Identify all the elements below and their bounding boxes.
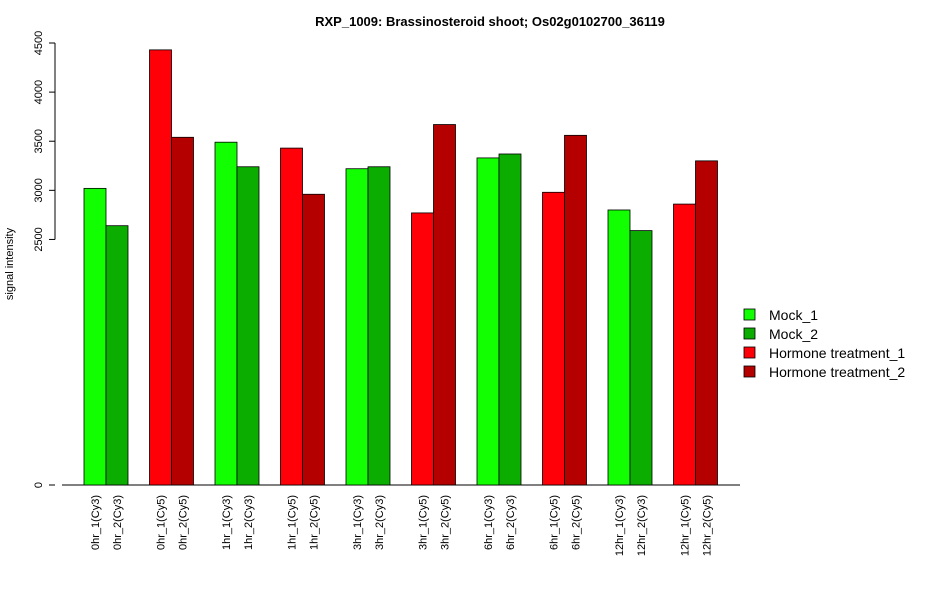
bar xyxy=(345,168,369,486)
x-tick-label: 3hr_2(Cy3) xyxy=(374,495,386,550)
legend: Mock_1 Mock_2 Hormone treatment_1 Hormone t… xyxy=(743,307,905,380)
bar xyxy=(629,230,653,486)
bar xyxy=(236,166,260,486)
bar xyxy=(280,147,303,486)
bar xyxy=(149,49,172,486)
bar xyxy=(498,153,522,486)
y-tick-label: 3500 xyxy=(33,129,45,153)
bars xyxy=(83,49,718,486)
x-tick-label: 0hr_2(Cy5) xyxy=(178,495,190,550)
legend-swatch xyxy=(743,327,756,340)
y-tick-label: 4500 xyxy=(33,31,45,55)
bar xyxy=(695,160,718,486)
x-tick-label: 1hr_2(Cy3) xyxy=(243,495,255,550)
bar xyxy=(564,134,587,486)
x-tick-label: 0hr_1(Cy5) xyxy=(156,495,168,550)
legend-swatch xyxy=(743,365,756,378)
x-tick-label: 12hr_1(Cy5) xyxy=(680,495,692,556)
x-tick-label: 1hr_2(Cy5) xyxy=(309,495,321,550)
y-tick-label: 4000 xyxy=(33,80,45,104)
bar xyxy=(542,191,565,486)
bar xyxy=(171,136,194,486)
x-tick-label: 12hr_2(Cy3) xyxy=(636,495,648,556)
x-tick-label: 6hr_2(Cy5) xyxy=(571,495,583,550)
bar xyxy=(214,141,238,486)
x-tick-label: 1hr_1(Cy5) xyxy=(287,495,299,550)
bar xyxy=(367,166,391,486)
y-tick-label: 3000 xyxy=(33,178,45,202)
x-tick-label: 6hr_1(Cy3) xyxy=(483,495,495,550)
x-tick-label: 12hr_1(Cy3) xyxy=(614,495,626,556)
y-axis-label: signal intensity xyxy=(4,227,16,300)
legend-label: Mock_2 xyxy=(769,326,818,342)
x-tick-label: 12hr_2(Cy5) xyxy=(702,495,714,556)
x-tick-label: 3hr_2(Cy5) xyxy=(440,495,452,550)
chart-title: RXP_1009: Brassinosteroid shoot; Os02g01… xyxy=(315,14,665,29)
x-tick-label: 1hr_1(Cy3) xyxy=(221,495,233,550)
x-tick-label: 6hr_1(Cy5) xyxy=(549,495,561,550)
legend-swatch xyxy=(743,308,756,321)
bar xyxy=(302,193,325,486)
legend-label: Hormone treatment_1 xyxy=(769,345,905,361)
axes: 0 2500 3000 3500 4000 4500 xyxy=(33,31,740,488)
x-tick-label: 0hr_2(Cy3) xyxy=(112,495,124,550)
x-tick-label: 0hr_1(Cy3) xyxy=(90,495,102,550)
bar xyxy=(673,203,696,486)
y-tick-label: 2500 xyxy=(33,227,45,251)
x-tick-label: 3hr_1(Cy3) xyxy=(352,495,364,550)
x-tick-label: 3hr_1(Cy5) xyxy=(418,495,430,550)
bar xyxy=(83,187,107,486)
legend-swatch xyxy=(743,346,756,359)
x-tick-label: 6hr_2(Cy3) xyxy=(505,495,517,550)
legend-label: Mock_1 xyxy=(769,307,818,323)
bar xyxy=(476,157,500,486)
bar xyxy=(607,209,631,486)
legend-label: Hormone treatment_2 xyxy=(769,364,905,380)
bar xyxy=(433,124,456,486)
bar xyxy=(411,212,434,486)
bar xyxy=(105,225,129,486)
y-tick-label: 0 xyxy=(33,482,45,488)
category-labels: 0hr_1(Cy3) 0hr_2(Cy3) 0hr_1(Cy5) 0hr_2(Cy5)… xyxy=(90,495,714,556)
